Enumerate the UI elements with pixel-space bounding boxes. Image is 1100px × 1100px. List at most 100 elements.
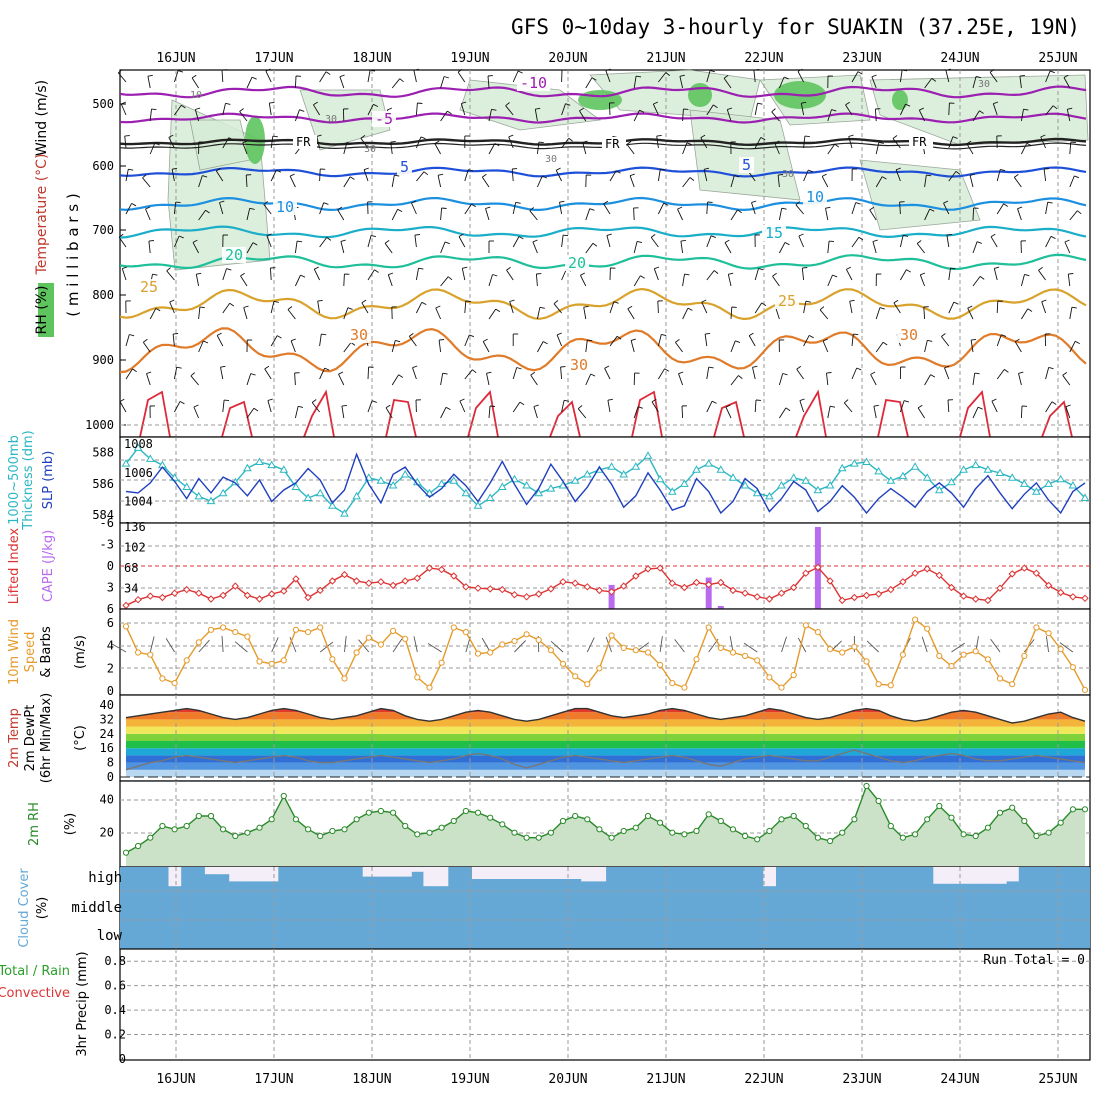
wind-barb-flag	[325, 71, 331, 75]
wind-barb-flag	[660, 168, 666, 171]
cape-tick-label: 68	[124, 561, 138, 575]
wind-barb-flag	[509, 299, 515, 302]
wind-barb-flag	[734, 175, 740, 178]
rh2m-point	[924, 816, 931, 823]
wind-speed-point	[632, 647, 639, 654]
surface-wind-barb	[659, 636, 663, 653]
wind-barb	[851, 236, 860, 248]
wind-barb-flag	[390, 141, 396, 143]
wind-barb	[1069, 210, 1078, 221]
thickness-point	[352, 491, 361, 500]
wind-barb-flag	[118, 69, 123, 74]
wind-barb-flag	[532, 239, 538, 243]
cloud-high-gap	[969, 867, 983, 884]
li-tick-label: -3	[100, 538, 114, 552]
wind-barb	[440, 373, 444, 386]
lifted-index-point	[559, 578, 567, 586]
lifted-index-point	[1020, 564, 1029, 572]
wind-barb	[556, 334, 563, 347]
isotherm-35	[795, 389, 827, 438]
wind-barb-flag	[287, 306, 293, 310]
wind-speed-point	[292, 626, 299, 633]
temp-band	[126, 769, 1085, 777]
wind-barb	[313, 269, 321, 281]
rh2m-point	[572, 812, 579, 820]
wind-speed-point	[766, 674, 773, 681]
rh-contour-label: 30	[978, 79, 990, 90]
slp-axis: 588 586 584 1008 1006 1004	[92, 437, 153, 522]
rh2m-point	[426, 829, 433, 836]
wind-barb-flag	[870, 371, 876, 375]
rh2m-point	[1033, 832, 1040, 840]
wind-barb-flag	[1074, 340, 1080, 345]
wind-barb	[827, 274, 833, 287]
thickness-point	[400, 470, 410, 478]
thickness-point	[291, 482, 301, 490]
wind-barb-flag	[778, 174, 784, 176]
wind-barb	[966, 143, 974, 155]
wind-barb	[803, 169, 809, 182]
pressure-tick-label: 500	[92, 97, 114, 111]
wind-barb-flag	[1004, 369, 1009, 373]
wind-barb	[149, 109, 152, 122]
cloud-grid	[120, 867, 1090, 949]
isotherm-35	[877, 398, 909, 438]
temp2m-color-bands	[126, 708, 1085, 777]
wind-barb-flag	[148, 240, 154, 242]
wind-barb	[946, 235, 950, 248]
wind-speed-point	[523, 631, 530, 638]
wind-barb	[194, 109, 200, 122]
thickness-point	[194, 491, 204, 500]
wind-barb-flag	[725, 404, 731, 408]
wind-barb	[727, 274, 732, 287]
wind-barb-flag	[1014, 174, 1019, 178]
wind-barb	[343, 142, 348, 155]
wind-barb	[1045, 202, 1049, 215]
wind-barb	[512, 367, 518, 380]
isotherm-15	[119, 225, 1087, 239]
wind-barb	[221, 69, 224, 83]
thickness-point	[789, 473, 799, 481]
wind-barb	[972, 110, 980, 122]
wind-barb	[142, 177, 151, 188]
wind-speed-point	[1045, 630, 1052, 637]
rh2m-point	[256, 824, 263, 831]
thickness-point	[133, 443, 143, 451]
lifted-index-point	[267, 590, 276, 598]
wind-barb	[367, 366, 370, 380]
wind-barb-flag	[420, 136, 426, 140]
wind-barb-flag	[202, 175, 208, 178]
wind-barb-flag	[142, 174, 147, 179]
wind-barb	[146, 373, 151, 386]
wind-barb-flag	[176, 366, 182, 369]
wind-barb	[990, 236, 998, 248]
label-bg	[137, 279, 161, 295]
wind-speed-point	[1009, 681, 1016, 688]
cape-bar	[705, 577, 712, 609]
wind-barb	[440, 241, 446, 254]
wind-barb-flag	[1014, 338, 1020, 343]
wind-barb	[585, 373, 592, 386]
wind-barb-flag	[1044, 168, 1050, 170]
wind-barb	[457, 71, 466, 83]
wind-barb-flag	[687, 307, 693, 311]
wind-barb	[633, 76, 637, 89]
thickness-point	[1044, 479, 1053, 487]
wind-barb-flag	[239, 108, 244, 112]
wind-barb	[174, 401, 181, 413]
wind-barb	[972, 406, 979, 419]
wind-barb	[464, 203, 472, 215]
wind-barb-flag	[154, 142, 160, 146]
wind-barb	[657, 169, 661, 182]
wind-barb	[1045, 70, 1051, 83]
wind-barb-flag	[398, 374, 404, 378]
cloud-high-gap	[994, 867, 1007, 884]
wind-barb	[801, 268, 805, 281]
rh2m-point	[195, 812, 202, 820]
wind-barb-flag	[941, 333, 946, 337]
label-bg	[762, 225, 786, 241]
wind-barb	[269, 267, 272, 281]
wind-barb	[387, 274, 393, 287]
rh2m-axis: 40 20	[100, 792, 114, 839]
